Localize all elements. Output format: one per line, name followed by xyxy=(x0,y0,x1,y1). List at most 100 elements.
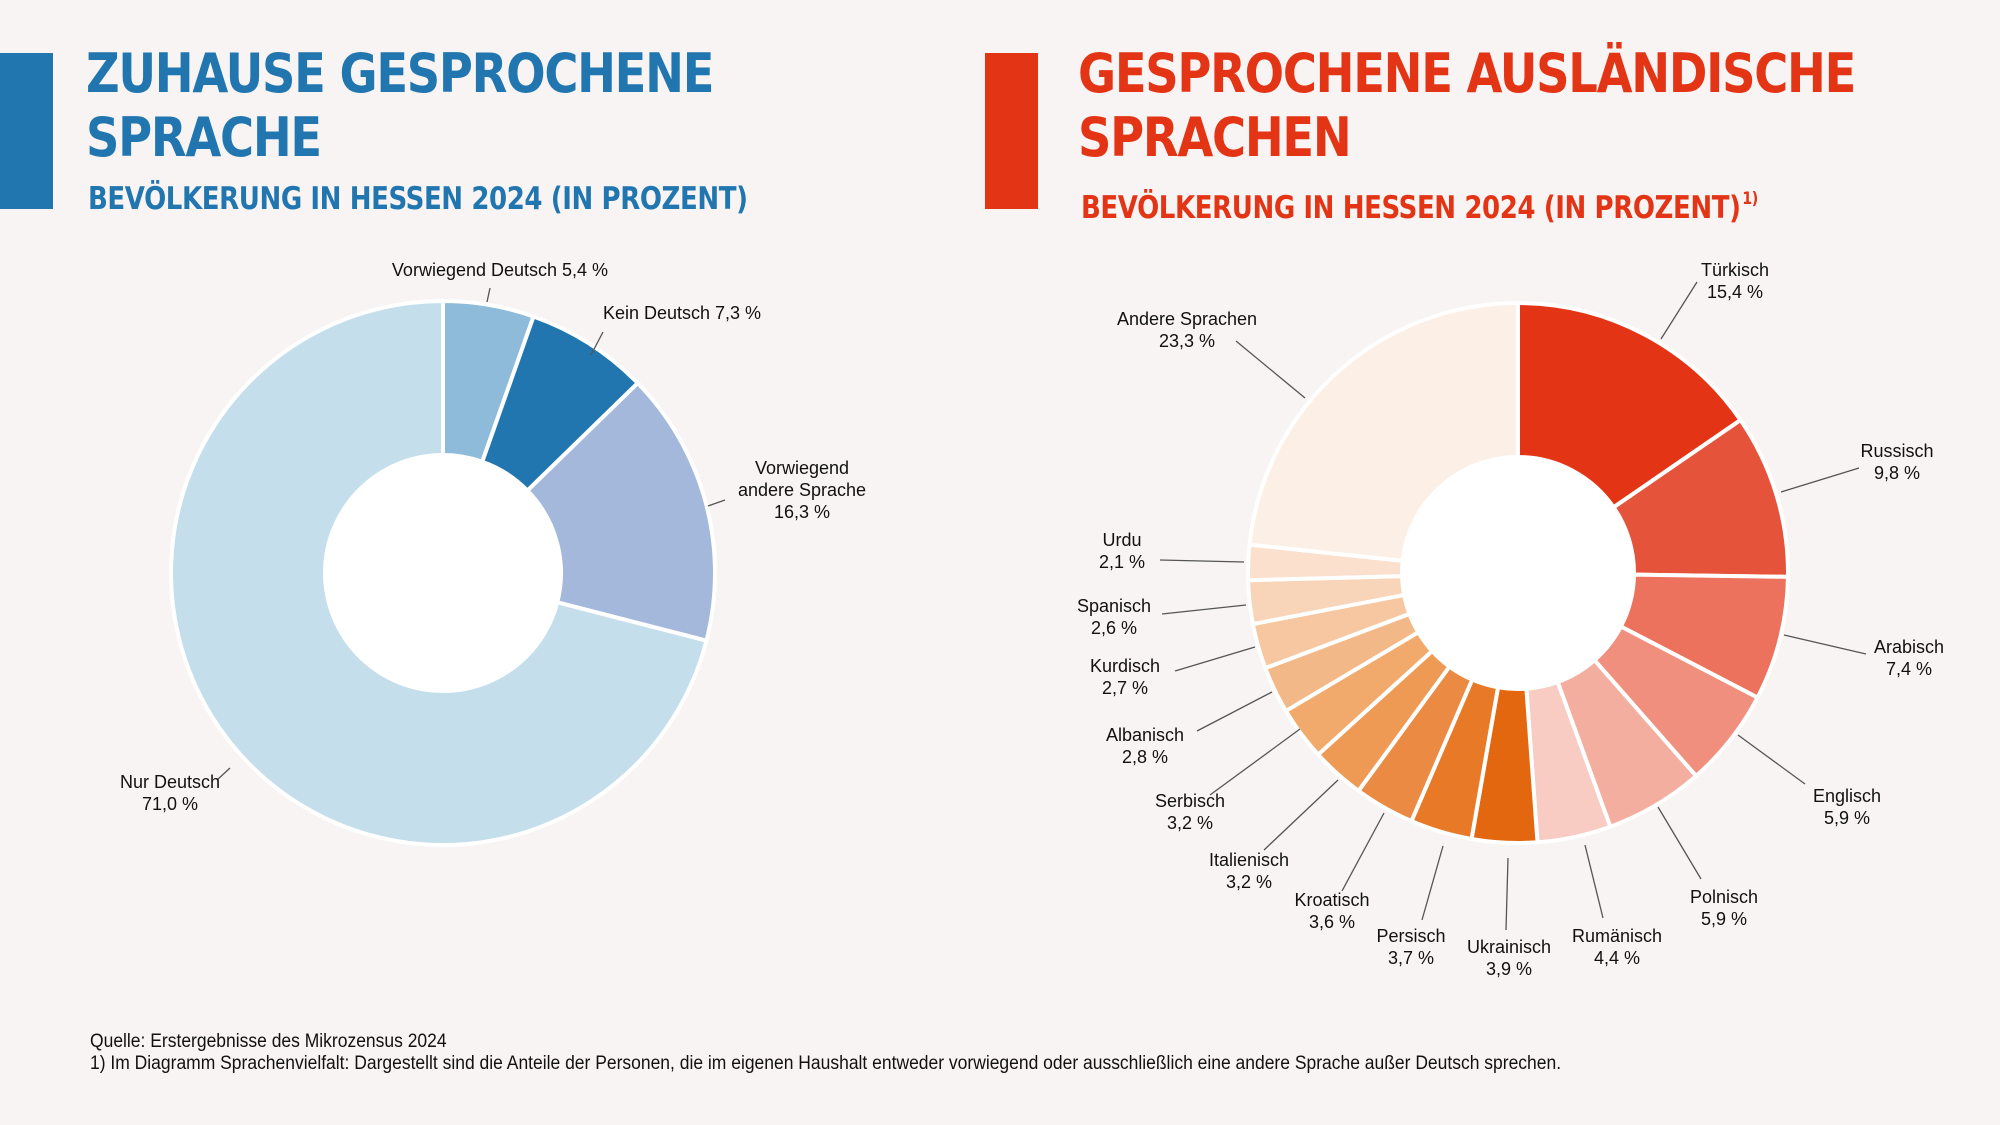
leader-line-rumaenisch xyxy=(1584,844,1604,919)
leader-line-kein-deutsch xyxy=(590,331,604,356)
data-label-value: 3,9 % xyxy=(1486,959,1532,979)
donut-hole xyxy=(1402,457,1634,689)
label-nur-deutsch: Nur Deutsch 71,0 % xyxy=(120,772,220,814)
label-arabisch: Arabisch 7,4 % xyxy=(1874,637,1944,679)
donut-outline xyxy=(169,299,717,847)
leader-line-serbisch xyxy=(1209,728,1301,796)
leader-line-andere-sprachen xyxy=(1235,340,1306,399)
leader-line-kroatisch xyxy=(1341,812,1385,892)
leader-line-ukrainisch xyxy=(1505,857,1509,931)
label-polnisch: Polnisch 5,9 % xyxy=(1690,887,1758,929)
right-chart-subtitle: BEVÖLKERUNG IN HESSEN 2024 (IN PROZENT)1… xyxy=(1081,181,1758,226)
data-label-text: Ukrainisch xyxy=(1467,937,1551,957)
leader-line-albanisch xyxy=(1196,691,1273,732)
label-kein-deutsch: Kein Deutsch 7,3 % xyxy=(603,303,761,323)
leader-line-tuerkisch xyxy=(1660,281,1698,340)
data-label-value: 3,6 % xyxy=(1309,912,1355,932)
leader-line-persisch xyxy=(1421,845,1444,921)
leader-line-polnisch xyxy=(1657,806,1702,880)
label-spanisch: Spanisch 2,6 % xyxy=(1077,596,1151,638)
data-label-text: Vorwiegend Deutsch 5,4 % xyxy=(392,260,608,280)
data-label-text: Kurdisch xyxy=(1090,656,1160,676)
data-label-value: 16,3 % xyxy=(774,502,830,522)
data-label-text: Kein Deutsch 7,3 % xyxy=(603,303,761,323)
source-note: Quelle: Erstergebnisse des Mikrozensus 2… xyxy=(90,1031,447,1052)
data-label-text: Polnisch xyxy=(1690,887,1758,907)
data-label-value: 2,6 % xyxy=(1091,618,1137,638)
data-label-text: Türkisch xyxy=(1701,260,1769,280)
label-russisch: Russisch 9,8 % xyxy=(1860,441,1933,483)
data-label-value: 2,7 % xyxy=(1102,678,1148,698)
label-serbisch: Serbisch 3,2 % xyxy=(1155,791,1225,833)
donut-hole xyxy=(325,455,561,691)
data-label-text: Nur Deutsch xyxy=(120,772,220,792)
data-label-text: Albanisch xyxy=(1106,725,1184,745)
data-label-value: 23,3 % xyxy=(1159,331,1215,351)
donut-chart-home-language: Vorwiegend Deutsch 5,4 % Kein Deutsch 7,3… xyxy=(120,260,866,847)
data-label-value: 9,8 % xyxy=(1874,463,1920,483)
leader-line-italienisch xyxy=(1263,779,1339,851)
data-label-text: Urdu xyxy=(1102,530,1141,550)
leader-line-spanisch xyxy=(1161,604,1247,615)
label-andere-sprachen: Andere Sprachen 23,3 % xyxy=(1117,309,1257,351)
leader-line-vorwiegend-andere-sprache xyxy=(707,499,726,507)
left-title-line1: ZUHAUSE GESPROCHENE xyxy=(86,42,714,105)
leader-line-englisch xyxy=(1737,734,1806,785)
leader-line-urdu xyxy=(1159,559,1245,563)
leader-line-russisch xyxy=(1780,467,1860,493)
leader-line-vorwiegend-deutsch xyxy=(486,287,491,303)
left-chart-subtitle: BEVÖLKERUNG IN HESSEN 2024 (IN PROZENT) xyxy=(88,181,748,217)
data-label-value: 2,1 % xyxy=(1099,552,1145,572)
label-vorwiegend-deutsch: Vorwiegend Deutsch 5,4 % xyxy=(392,260,608,280)
label-italienisch: Italienisch 3,2 % xyxy=(1209,850,1289,892)
data-label-value: 3,2 % xyxy=(1226,872,1272,892)
label-rumaenisch: Rumänisch 4,4 % xyxy=(1572,926,1662,968)
data-label-value: 4,4 % xyxy=(1594,948,1640,968)
donut-outline xyxy=(1246,301,1790,845)
data-label-text: Rumänisch xyxy=(1572,926,1662,946)
right-subtitle-text: BEVÖLKERUNG IN HESSEN 2024 (IN PROZENT) xyxy=(1081,190,1741,226)
data-label-text: Spanisch xyxy=(1077,596,1151,616)
leader-line-arabisch xyxy=(1783,634,1867,655)
label-urdu: Urdu 2,1 % xyxy=(1099,530,1145,572)
left-chart-title: ZUHAUSE GESPROCHENE SPRACHE xyxy=(86,42,714,170)
leader-line-nur-deutsch xyxy=(216,767,231,781)
label-persisch: Persisch 3,7 % xyxy=(1376,926,1445,968)
data-label-value: 5,9 % xyxy=(1701,909,1747,929)
label-kroatisch: Kroatisch 3,6 % xyxy=(1294,890,1369,932)
data-label-text: Vorwiegend xyxy=(755,458,849,478)
data-label-value: 3,7 % xyxy=(1388,948,1434,968)
label-ukrainisch: Ukrainisch 3,9 % xyxy=(1467,937,1551,979)
left-title-line2: SPRACHE xyxy=(86,106,322,169)
data-label-text: Serbisch xyxy=(1155,791,1225,811)
footer: Quelle: Erstergebnisse des Mikrozensus 2… xyxy=(90,1031,1689,1075)
right-title-line1: GESPROCHENE AUSLÄNDISCHE xyxy=(1078,42,1856,105)
label-englisch: Englisch 5,9 % xyxy=(1813,786,1881,828)
footnote-text: 1) Im Diagramm Sprachenvielfalt: Dargest… xyxy=(90,1053,1562,1074)
donut-chart-foreign-languages: Türkisch 15,4 % Russisch 9,8 % Arabisch 7,4 %… xyxy=(1077,260,1944,979)
data-label-value: 71,0 % xyxy=(142,794,198,814)
data-label-value: 15,4 % xyxy=(1707,282,1763,302)
data-label-text: Kroatisch xyxy=(1294,890,1369,910)
footnote-marker: 1) xyxy=(1742,189,1758,209)
data-label-text: Russisch xyxy=(1860,441,1933,461)
data-label-value: 7,4 % xyxy=(1886,659,1932,679)
data-label-text: Englisch xyxy=(1813,786,1881,806)
data-label-text: Arabisch xyxy=(1874,637,1944,657)
data-label-value: 5,9 % xyxy=(1824,808,1870,828)
red-accent-bar xyxy=(985,53,1038,209)
data-label-value: 2,8 % xyxy=(1122,747,1168,767)
label-kurdisch: Kurdisch 2,7 % xyxy=(1090,656,1160,698)
label-vorwiegend-andere-sprache: Vorwiegend andere Sprache 16,3 % xyxy=(738,458,866,522)
data-label-value: 3,2 % xyxy=(1167,813,1213,833)
right-title-line2: SPRACHEN xyxy=(1078,106,1352,169)
right-chart-title: GESPROCHENE AUSLÄNDISCHE SPRACHEN xyxy=(1078,42,1856,170)
data-label-text: Italienisch xyxy=(1209,850,1289,870)
data-label-text: andere Sprache xyxy=(738,480,866,500)
data-label-text: Persisch xyxy=(1376,926,1445,946)
label-tuerkisch: Türkisch 15,4 % xyxy=(1701,260,1769,302)
label-albanisch: Albanisch 2,8 % xyxy=(1106,725,1184,767)
data-label-text: Andere Sprachen xyxy=(1117,309,1257,329)
leader-line-kurdisch xyxy=(1174,646,1256,672)
